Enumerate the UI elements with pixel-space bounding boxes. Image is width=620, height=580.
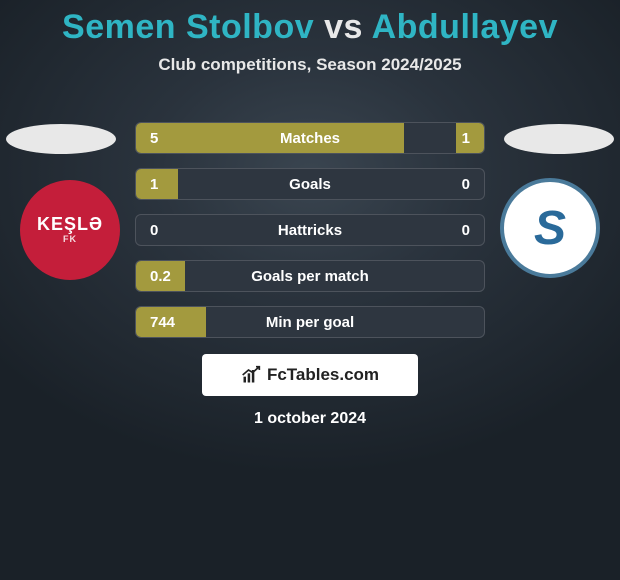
infographic-root: Semen Stolbov vs Abdullayev Club competi… bbox=[0, 0, 620, 580]
stat-value-right: 0 bbox=[462, 215, 470, 246]
stat-value-right: 1 bbox=[462, 123, 470, 154]
chart-icon bbox=[241, 365, 261, 385]
team-left-logo: KEŞLƏ FK bbox=[20, 180, 120, 280]
stat-label: Min per goal bbox=[136, 307, 484, 338]
stat-label: Goals bbox=[136, 169, 484, 200]
stat-value-right: 0 bbox=[462, 169, 470, 200]
date-text: 1 october 2024 bbox=[0, 410, 620, 428]
player2-name: Abdullayev bbox=[372, 8, 558, 46]
player1-name: Semen Stolbov bbox=[62, 8, 314, 46]
stat-row: 0.2Goals per match bbox=[135, 260, 485, 292]
stat-label: Matches bbox=[136, 123, 484, 154]
stat-row: 1Goals0 bbox=[135, 168, 485, 200]
stat-label: Hattricks bbox=[136, 215, 484, 246]
player2-placeholder-ellipse bbox=[504, 124, 614, 154]
stat-row: 5Matches1 bbox=[135, 122, 485, 154]
stats-bars: 5Matches11Goals00Hattricks00.2Goals per … bbox=[135, 122, 485, 352]
vs-text: vs bbox=[324, 8, 363, 46]
subtitle: Club competitions, Season 2024/2025 bbox=[0, 55, 620, 75]
team-left-sub: FK bbox=[37, 235, 103, 245]
player1-placeholder-ellipse bbox=[6, 124, 116, 154]
team-right-letter: S bbox=[534, 201, 566, 256]
team-left-name: KEŞLƏ bbox=[37, 215, 103, 235]
brand-text: FcTables.com bbox=[267, 365, 379, 385]
stat-row: 744Min per goal bbox=[135, 306, 485, 338]
stat-row: 0Hattricks0 bbox=[135, 214, 485, 246]
brand-box[interactable]: FcTables.com bbox=[202, 354, 418, 396]
page-title: Semen Stolbov vs Abdullayev bbox=[0, 0, 620, 47]
stat-label: Goals per match bbox=[136, 261, 484, 292]
team-right-logo: S bbox=[500, 178, 600, 278]
